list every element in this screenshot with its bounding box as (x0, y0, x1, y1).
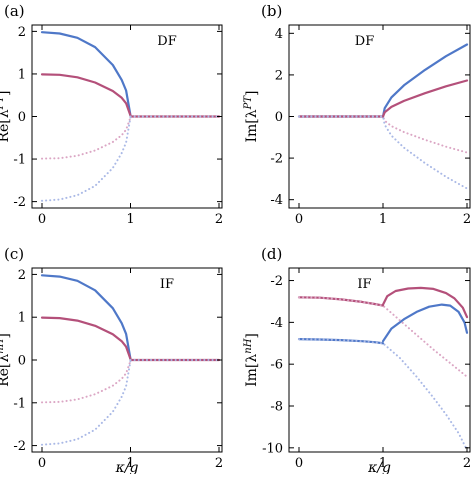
series-line-blue-0 (40, 31, 132, 117)
y-tick-label: 0 (18, 354, 26, 369)
y-tick-label: 4 (275, 27, 283, 42)
panel-label: (c) (4, 245, 24, 263)
panel-a: -2 -1 0 1 2 0 1 2 (a) DF Re[λPT] (0, 2, 223, 227)
x-tick-label: 2 (215, 456, 223, 471)
x-tick-label: 0 (295, 212, 303, 227)
series-line-red-1 (381, 286, 469, 319)
series-line-red_light-4 (41, 359, 132, 404)
series-line-red_light-2 (298, 115, 468, 154)
y-tick-label: -8 (270, 400, 283, 415)
series-line-blue_light-3 (298, 115, 468, 190)
y-tick-label: -1 (13, 153, 26, 168)
y-tick-label: 2 (18, 268, 26, 283)
series-line-red-1 (297, 79, 469, 118)
panel-d: -2 -4 -6 -8 -10 0 1 2 (d) IF Im[λnH] κ/g (243, 245, 472, 476)
panel-c: -2 -1 0 1 2 0 1 2 (c) IF Re[λnH] κ/g (0, 245, 223, 476)
series-line-blue-0 (40, 274, 132, 361)
x-tick-label: 0 (295, 456, 303, 471)
series-line-red_light-4 (41, 116, 132, 160)
y-tick-label: 0 (275, 110, 283, 125)
y-tick-label: -6 (270, 358, 283, 373)
x-tick-label: 0 (38, 212, 46, 227)
y-tick-label: -2 (270, 152, 283, 167)
series-line-blue_light-5 (41, 116, 132, 202)
x-tick-label: 1 (126, 212, 134, 227)
series-line-blue_light-5 (298, 338, 468, 451)
x-tick-label: 0 (38, 456, 46, 471)
panel-annotation: IF (160, 277, 174, 292)
y-tick-label: -1 (13, 396, 26, 411)
series-line-red-1 (40, 73, 132, 117)
y-axis-label: Im[λPT] (243, 90, 261, 142)
x-axis-label: κ/g (115, 460, 139, 474)
x-tick-label: 2 (215, 212, 223, 227)
y-axis-label: Re[λnH] (0, 333, 12, 387)
series-line-blue_light-5 (41, 359, 132, 446)
y-tick-label: 1 (18, 67, 26, 82)
panel-annotation: DF (157, 34, 176, 49)
panel-label: (d) (261, 245, 282, 263)
y-tick-label: -4 (270, 316, 283, 331)
y-tick-label: 2 (18, 25, 26, 40)
y-axis-label: Im[λnH] (243, 333, 261, 387)
panel-annotation: DF (355, 34, 374, 49)
x-axis-label: κ/g (367, 460, 391, 474)
y-tick-label: 0 (18, 110, 26, 125)
x-tick-label: 1 (379, 212, 387, 227)
plot-frame (288, 267, 471, 453)
panel-annotation: IF (357, 277, 371, 292)
y-tick-label: -4 (270, 193, 283, 208)
y-tick-label: 2 (275, 68, 283, 83)
series-line-blue-3 (381, 303, 469, 343)
y-tick-label: -2 (13, 439, 26, 454)
y-tick-label: 1 (18, 311, 26, 326)
x-tick-label: 2 (463, 456, 471, 471)
x-tick-label: 2 (463, 212, 471, 227)
y-tick-label: -2 (270, 274, 283, 289)
panel-b: -4 -2 0 2 4 0 1 2 (b) DF Im[λPT] (243, 2, 472, 227)
y-tick-label: -2 (13, 195, 26, 210)
y-tick-label: -10 (262, 441, 283, 456)
x-tick-label: 1 (379, 456, 387, 471)
panel-label: (b) (261, 2, 282, 20)
series-line-red-1 (40, 316, 132, 361)
series-line-red-0 (297, 296, 385, 307)
series-line-blue-0 (297, 43, 469, 118)
series-line-red_light-4 (298, 296, 468, 378)
panel-label: (a) (4, 2, 25, 20)
x-tick-label: 1 (126, 456, 134, 471)
y-axis-label: Re[λPT] (0, 90, 12, 142)
